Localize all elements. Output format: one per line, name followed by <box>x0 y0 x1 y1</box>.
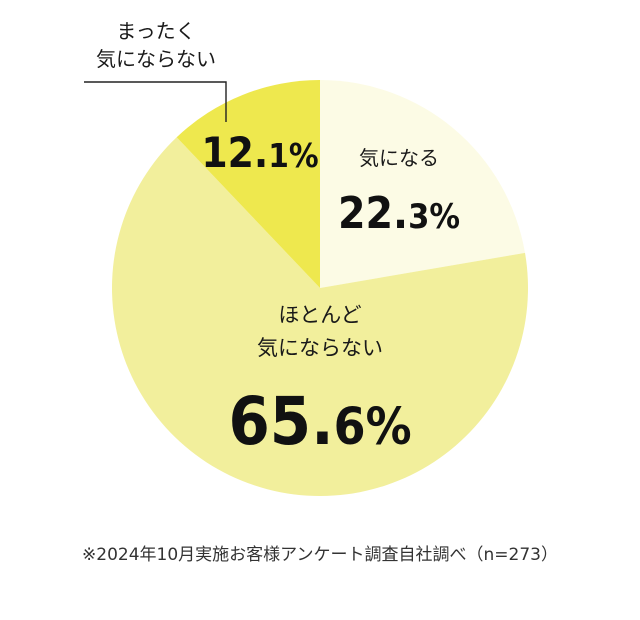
pie-slice-1 <box>112 137 528 496</box>
slice-label-2-line-0: まったく <box>116 19 195 43</box>
slice-label-2-line-1: 気にならない <box>96 47 216 71</box>
slice-value-2: 12.1% <box>201 128 318 177</box>
slice-value-1: 65.6% <box>228 383 411 460</box>
pie-slice-2 <box>176 80 320 288</box>
slice-label-1-line-0: ほとんど <box>278 303 361 327</box>
survey-footnote: ※2024年10月実施お客様アンケート調査自社調べ（n=273） <box>82 545 558 565</box>
slice-value-0: 22.3% <box>338 188 460 239</box>
pie-slice-0 <box>320 80 526 288</box>
slice-label-1-line-1: 気にならない <box>257 336 383 360</box>
leader-line <box>84 81 227 122</box>
slice-label-0-line-0: 気になる <box>359 146 439 170</box>
